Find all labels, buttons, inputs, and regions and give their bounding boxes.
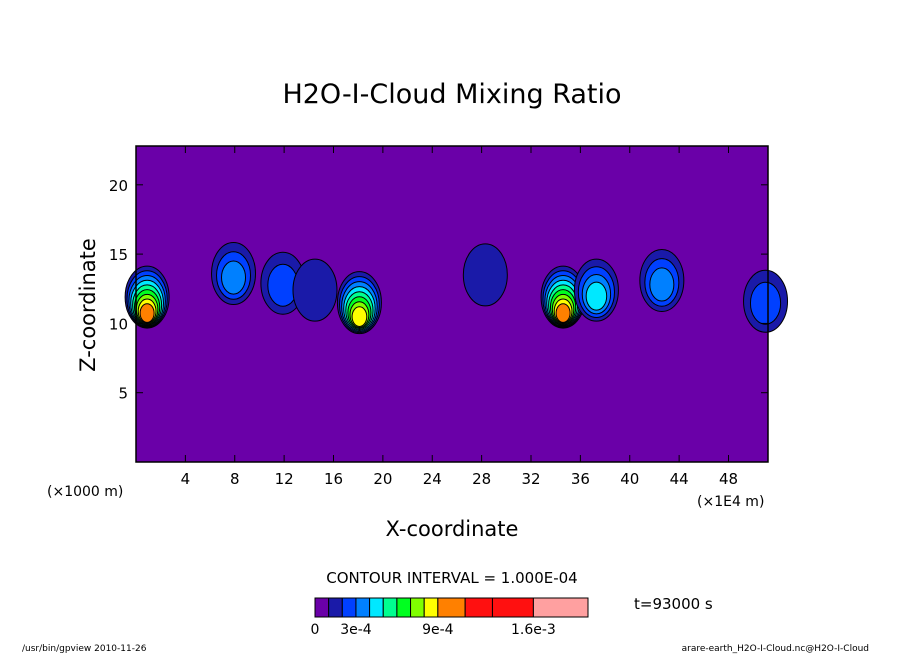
colorbar-swatch [464,597,493,618]
x-tick-label: 24 [423,470,442,488]
x-tick-label: 48 [719,470,738,488]
contour-band [555,303,571,323]
contour-band [749,281,782,325]
colorbar-swatch [410,597,425,618]
x-tick-label: 44 [670,470,689,488]
x-unit-label: (×1E4 m) [697,494,764,510]
contour-band [351,306,368,327]
x-tick-label: 12 [275,470,294,488]
colorbar-swatch [341,597,357,618]
contour-band [585,281,608,311]
y-axis-label: Z-coordinate [76,238,100,372]
time-label: t=93000 s [634,595,713,613]
x-tick-label: 8 [230,470,240,488]
footer-right: arare-earth_H2O-I-Cloud.nc@H2O-I-Cloud [682,644,869,654]
x-tick-label: 16 [324,470,343,488]
colorbar-swatch [437,597,466,618]
y-tick-label: 15 [109,246,128,264]
chart-title: H2O-I-Cloud Mixing Ratio [282,79,621,110]
y-tick-label: 10 [109,315,128,333]
colorbar-tick-label: 0 [311,622,320,638]
colorbar [314,597,589,618]
colorbar-tick-labels: 0 3e-4 9e-4 1.6e-3 [311,622,556,638]
colorbar-tick-label: 3e-4 [340,622,372,638]
cloud-contours [124,242,789,335]
contour-band [221,260,247,295]
colorbar-swatch [355,597,371,618]
y-unit-label: (×1000 m) [47,484,123,500]
x-tick-label: 36 [571,470,590,488]
footer-left: /usr/bin/gpview 2010-11-26 [22,644,147,654]
contour-band [292,258,338,322]
plot-frame [135,145,769,463]
colorbar-swatch [382,597,398,618]
contour-interval-text: CONTOUR INTERVAL = 1.000E-04 [326,569,577,587]
x-axis-label: X-coordinate [386,517,519,541]
x-tick-label: 28 [472,470,491,488]
colorbar-swatch [369,597,384,618]
x-tick-label: 20 [373,470,392,488]
y-tick-label: 5 [118,385,128,403]
contour-band [462,243,508,307]
colorbar-swatch [396,597,412,618]
colorbar-tick-label: 9e-4 [422,622,454,638]
contour-band [139,303,155,323]
colorbar-swatch [491,597,534,618]
contour-band [649,267,675,302]
y-tick-label: 20 [109,177,128,195]
colorbar-swatch [314,597,330,618]
x-tick-label: 40 [620,470,639,488]
colorbar-swatch [532,597,589,618]
x-tick-label: 4 [181,470,191,488]
colorbar-tick-label: 1.6e-3 [511,622,556,638]
colorbar-swatch [328,597,343,618]
x-tick-label: 32 [521,470,540,488]
colorbar-swatch [423,597,439,618]
